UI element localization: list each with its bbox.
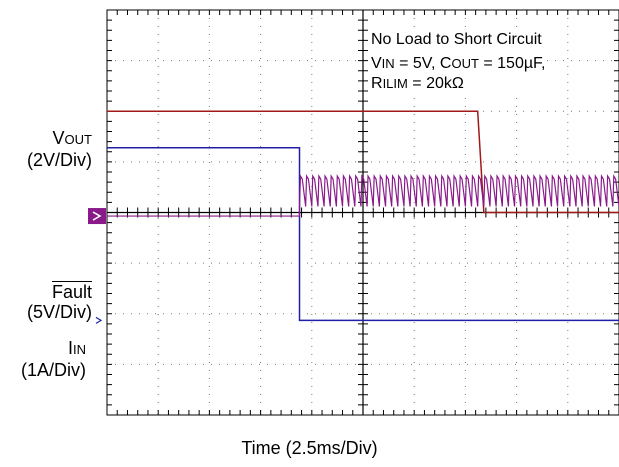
plot-traces: [107, 110, 619, 322]
vout-ground-marker: [95, 316, 103, 324]
iin-trace: [107, 174, 619, 217]
iin-ground-marker: [88, 208, 106, 225]
annotation-line-2: VIN = 5V, COUT = 150µF,: [371, 55, 546, 72]
vout-trace: [107, 146, 619, 322]
channel-markers: [88, 208, 106, 324]
annotation-box: No Load to Short Circuit VIN = 5V, COUT …: [371, 30, 546, 94]
fault-channel-label: Fault (5V/Div): [26, 282, 92, 322]
annotation-line-3: RILIM = 20kΩ: [371, 75, 464, 92]
fault-trace: [107, 110, 619, 214]
iin-channel-label: IIN (1A/Div): [20, 338, 86, 380]
annotation-line-1: No Load to Short Circuit: [371, 31, 542, 48]
vout-channel-label: VOUT (2V/Div): [26, 128, 92, 170]
iin-marker-arrow: [92, 211, 102, 221]
x-axis-label: Time (2.5ms/Div): [241, 438, 378, 458]
